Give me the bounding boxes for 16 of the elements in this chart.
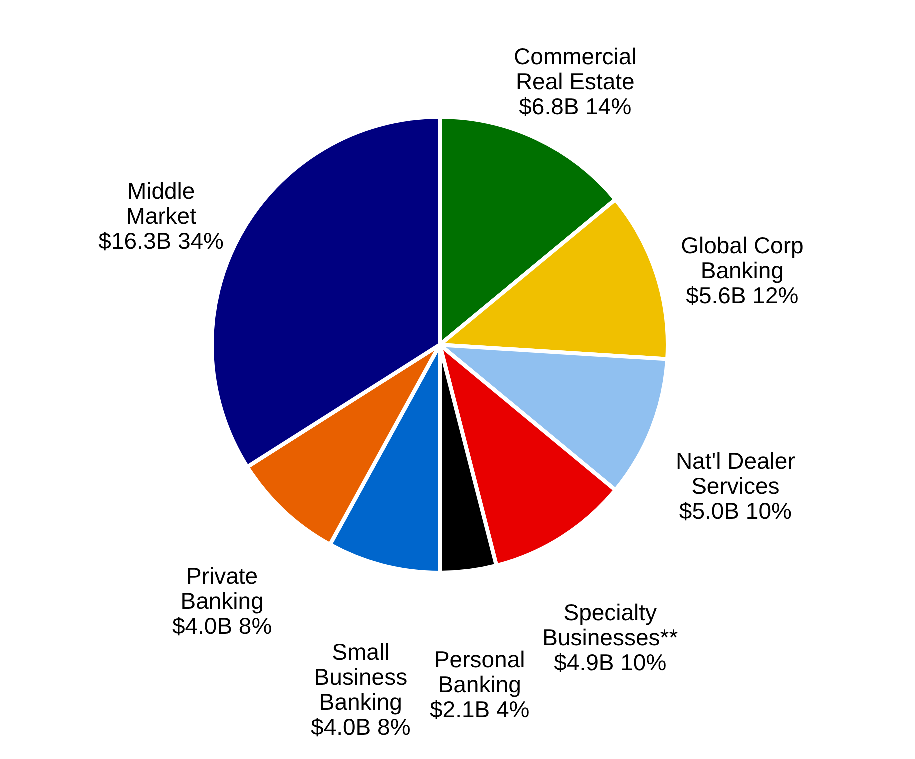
data-label: $4.0B 8% [311, 714, 411, 740]
data-label: $5.0B 10% [679, 498, 792, 524]
data-label: $4.9B 10% [554, 649, 667, 676]
data-label: $6.8B 14% [519, 93, 632, 120]
slice-label: Personal Banking [434, 646, 526, 698]
slice-label: Commercial Real Estate [514, 43, 637, 94]
data-label: $5.6B 12% [686, 282, 799, 309]
slice-label: Specialty Businesses** [542, 599, 678, 650]
slice-label: Middle Market [126, 178, 198, 229]
data-label: $4.0B 8% [172, 612, 272, 639]
data-label: $2.1B 4% [430, 696, 530, 722]
slice-label: Global Corp Banking [681, 232, 804, 284]
slice-label: Private Banking [180, 562, 264, 614]
slice-label: Nat'l Dealer Services [676, 448, 796, 500]
data-label: $16.3B 34% [98, 228, 224, 254]
slice-label: Small Business Banking [314, 639, 408, 716]
